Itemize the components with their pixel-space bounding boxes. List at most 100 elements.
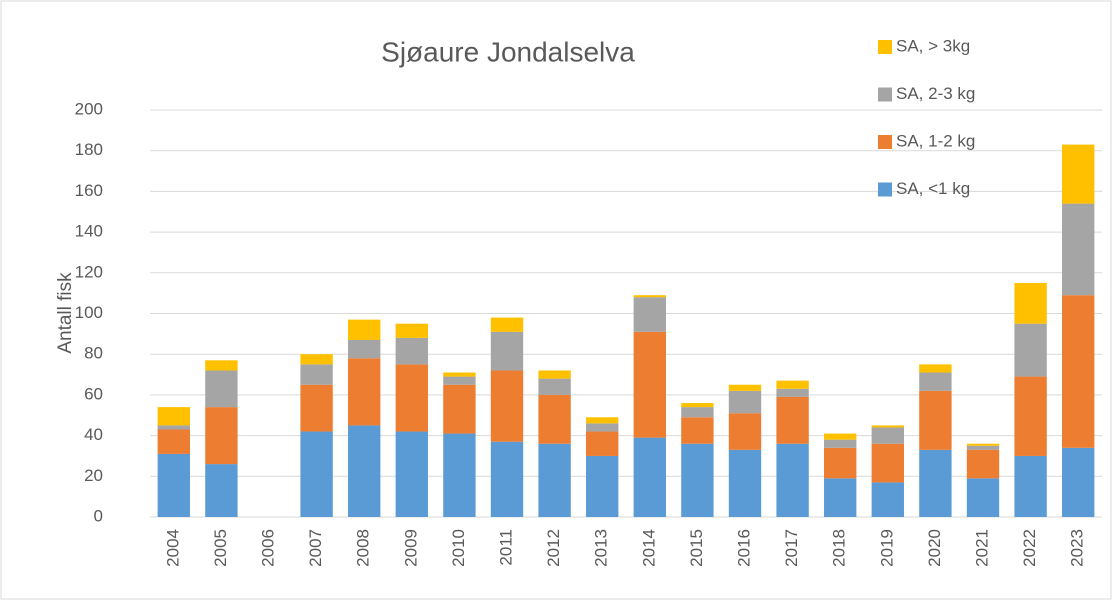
x-tick-label: 2015 [687,529,706,567]
x-tick-label: 2005 [211,529,230,567]
x-tick-label: 2011 [496,529,515,566]
bar-segment [586,423,619,432]
bar-segment [586,417,619,424]
bar-segment [919,372,952,391]
x-tick-label: 2013 [592,529,611,567]
bar-segment [776,396,809,444]
x-tick-label: 2020 [925,529,944,567]
bar-segment [633,297,666,332]
bar-segment [1062,295,1095,448]
bar-segment [776,388,809,397]
x-tick-label: 2021 [972,529,991,567]
y-tick-label: 40 [84,425,103,444]
bar-segment [1062,144,1095,204]
bar-segment [490,370,524,442]
x-tick-label: 2006 [258,529,277,567]
bar-segment [1014,455,1047,517]
y-tick-label: 100 [75,303,103,322]
bar-segment [157,429,190,454]
bar-segment [1014,323,1047,377]
bar-segment [871,443,904,483]
bar-segment [443,372,476,377]
y-tick-label: 120 [75,262,103,281]
bar-segment [1062,203,1095,296]
x-tick-label: 2017 [782,529,801,567]
legend-swatch [878,87,892,102]
y-tick-label: 140 [75,222,103,241]
bar-segment [538,370,571,379]
bar-segment [348,425,381,517]
bar-segment [443,433,476,517]
bar-segment [205,464,238,517]
x-tick-label: 2019 [877,529,896,567]
bar-segment [490,317,524,332]
bar-segment [1062,447,1095,517]
chart-title: Sjøaure Jondalselva [381,36,635,67]
x-tick-label: 2018 [830,529,849,567]
x-tick-label: 2009 [401,529,420,567]
bar-segment [824,447,857,479]
bar-segment [776,443,809,517]
bar-segment [966,478,1000,517]
bar-segment [443,384,476,434]
bar-segment [871,425,904,428]
legend-label: SA, 2-3 kg [896,84,975,103]
bar-segment [443,376,476,385]
bar-segment [919,390,952,450]
x-tick-label: 2010 [449,529,468,567]
y-tick-label: 0 [94,506,103,525]
bar-segment [395,323,428,338]
bar-segment [871,482,904,517]
bar-segment [681,403,714,408]
bar-segment [871,427,904,444]
bar-segment [300,431,333,517]
y-tick-label: 60 [84,384,103,403]
bar-segment [728,413,762,450]
bar-segment [681,407,714,418]
legend-label: SA, 1-2 kg [896,131,975,150]
bar-segment [728,384,762,391]
x-tick-label: 2022 [1020,529,1039,567]
y-axis-label: Antall fisk [55,272,76,354]
legend-label: SA, <1 kg [896,179,970,198]
legend-swatch [878,135,892,149]
bar-segment [395,431,428,517]
x-tick-label: 2016 [734,529,753,567]
bar-segment [395,364,428,432]
bar-segment [300,364,333,385]
y-tick-label: 80 [84,344,103,363]
bar-segment [348,358,381,426]
x-tick-label: 2012 [544,529,563,567]
bar-segment [824,433,857,440]
bar-segment [348,339,381,359]
bar-segment [681,443,714,517]
bar-segment [633,331,666,438]
x-tick-label: 2007 [306,529,325,567]
x-tick-label: 2014 [639,529,658,567]
bar-segment [538,378,571,395]
y-tick-label: 200 [75,99,103,118]
y-tick-label: 160 [75,181,103,200]
bar-segment [966,443,1000,446]
bar-segment [633,295,666,298]
legend-swatch [878,40,892,54]
bar-segment [776,380,809,389]
bar-segment [824,478,857,517]
bar-segment [633,437,666,517]
bar-segment [966,449,1000,479]
bar-segment [1014,376,1047,456]
bar-segment [728,390,762,414]
y-tick-label: 20 [84,466,103,485]
x-tick-label: 2023 [1068,529,1087,567]
bar-segment [586,431,619,456]
bar-segment [919,364,952,373]
bar-segment [205,407,238,465]
bar-segment [681,417,714,444]
x-tick-label: 2008 [354,529,373,567]
bar-segment [1014,282,1047,324]
bar-segment [300,354,333,365]
bar-segment [824,439,857,448]
bar-segment [205,370,238,408]
bar-segment [966,445,1000,450]
